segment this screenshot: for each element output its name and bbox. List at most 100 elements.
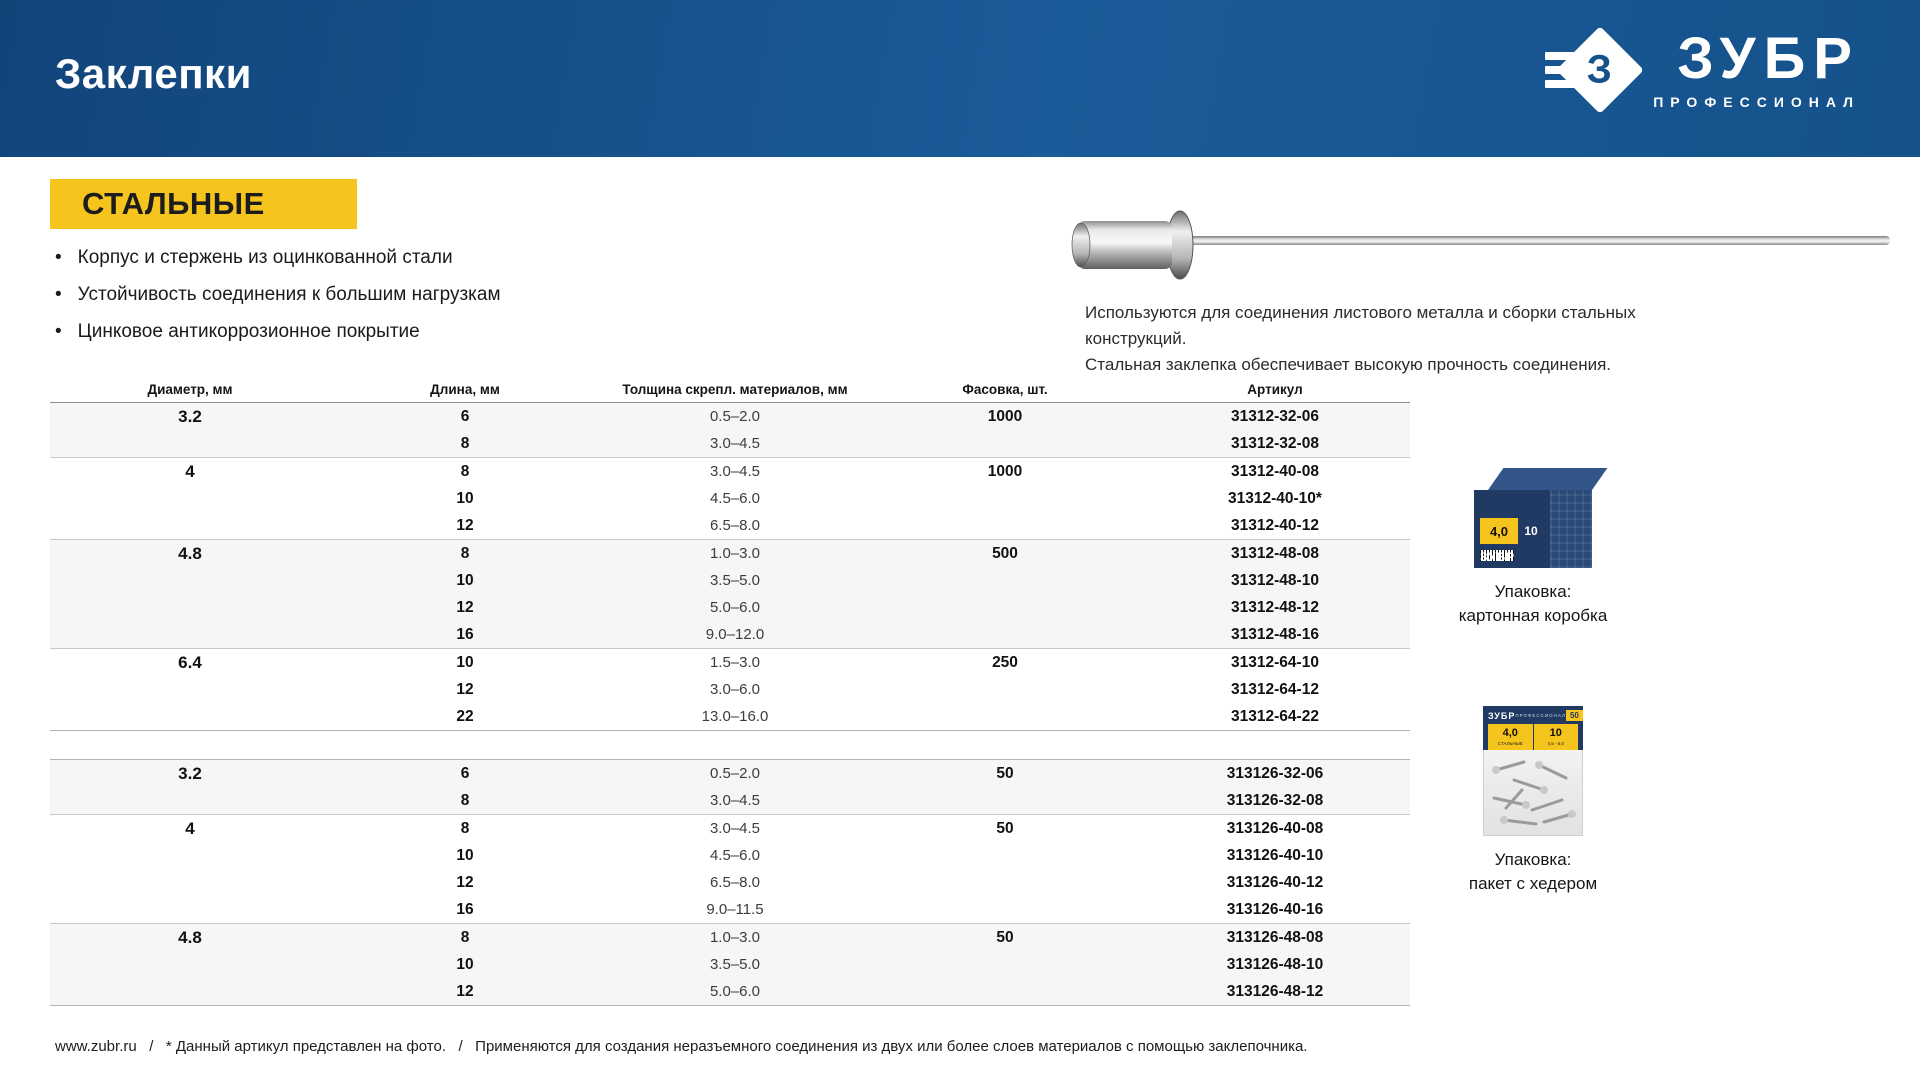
box-front-face: 4,0 10 ЗУБР <box>1474 490 1550 568</box>
feature-list: Корпус и стержень из оцинкованной стали … <box>55 246 501 357</box>
bag-qty-badge: 50 <box>1565 710 1583 721</box>
table-cell-article: 31312-40-08 <box>1231 462 1319 480</box>
table-cell-article: 313126-48-12 <box>1226 982 1324 1000</box>
table-cell-thickness: 1.0–3.0 <box>709 545 761 562</box>
box-diameter-label: 4,0 <box>1489 523 1509 539</box>
table-cell-article: 313126-40-08 <box>1226 819 1324 837</box>
brand-wordmark: ЗУБР ПРОФЕССИОНАЛ <box>1653 30 1860 111</box>
box-caption-line: Упаковка: <box>1494 582 1572 601</box>
table-cell-thickness: 3.0–4.5 <box>709 820 761 837</box>
page-title: Заклепки <box>55 50 252 97</box>
bag-header-card: ЗУБР ПРОФЕССИОНАЛ 50 4,0 СТАЛЬНЫЕ 10 4,5… <box>1483 706 1583 750</box>
table-cell-diameter: 3.2 <box>178 763 202 783</box>
brand-logo: З ЗУБР ПРОФЕССИОНАЛ <box>1545 26 1860 114</box>
table-group: 4 1000 8 3.0–4.5 31312-40-08 10 4.5–6.0 31312-4… <box>50 457 1410 539</box>
table-cell-thickness: 13.0–16.0 <box>701 708 769 725</box>
header-bar: Заклепки З ЗУБР ПРОФЕССИОНАЛ <box>0 0 1920 157</box>
column-header: Фасовка, шт. <box>962 381 1048 397</box>
table-cell-length: 8 <box>460 462 470 480</box>
table-cell-length: 12 <box>456 873 474 891</box>
table-cell-length: 10 <box>456 571 474 589</box>
table-header-row: Диаметр, мм Длина, мм Толщина скрепл. мате… <box>50 376 1410 403</box>
table-cell-length: 16 <box>456 900 474 918</box>
spec-table: Диаметр, мм Длина, мм Толщина скрепл. мате… <box>50 376 1410 1006</box>
table-cell-length: 6 <box>460 764 470 782</box>
table-cell-length: 12 <box>456 680 474 698</box>
table-cell-thickness: 3.0–4.5 <box>709 463 761 480</box>
table-cell-thickness: 3.5–5.0 <box>709 572 761 589</box>
table-cell-thickness: 9.0–11.5 <box>706 901 764 918</box>
table-cell-diameter: 3.2 <box>178 406 202 426</box>
table-cell-article: 31312-64-12 <box>1231 680 1319 698</box>
table-group: 4.8 50 8 1.0–3.0 313126-48-08 10 3.5–5.0 313126… <box>50 923 1410 1005</box>
footer-text: www.zubr.ru / * Данный артикул представл… <box>55 1038 1308 1055</box>
table-cell-length: 12 <box>456 598 474 616</box>
column-header: Толщина скрепл. материалов, мм <box>622 381 848 397</box>
box-side-face <box>1550 490 1592 568</box>
column-header: Артикул <box>1247 381 1303 397</box>
table-cell-article: 31312-40-10* <box>1228 489 1322 507</box>
table-group: 4 50 8 3.0–4.5 313126-40-08 10 4.5–6.0 313126-4… <box>50 814 1410 923</box>
table-cell-diameter: 4 <box>185 818 195 838</box>
table-cell-article: 313126-48-10 <box>1226 955 1324 973</box>
table-cell-diameter: 4.8 <box>178 927 202 947</box>
description-line: Стальная заклепка обеспечивает высокую п… <box>1085 355 1612 374</box>
table-cell-article: 31312-40-12 <box>1231 516 1319 534</box>
table-cell-length: 22 <box>456 707 474 725</box>
table-cell-article: 313126-40-12 <box>1226 873 1324 891</box>
box-size-label: 4,0 10 <box>1480 518 1544 544</box>
bag-length-label: 10 <box>1549 727 1562 739</box>
packaging-column: 4,0 10 ЗУБР Упаковка: картонная коробка … <box>1438 468 1628 896</box>
box-brand-label: ЗУБР <box>1480 550 1516 564</box>
table-cell-pack: 1000 <box>987 407 1023 425</box>
logo-stripes-icon <box>1545 52 1584 88</box>
table-cell-length: 8 <box>460 791 470 809</box>
table-cell-article: 31312-32-08 <box>1231 434 1319 452</box>
bag-tagline-label: ПРОФЕССИОНАЛ <box>1515 713 1566 718</box>
product-description: Используются для соединения листового ме… <box>1085 300 1725 378</box>
table-cell-article: 31312-48-08 <box>1231 544 1319 562</box>
box-barcode <box>1480 550 1514 561</box>
table-cell-article: 31312-32-06 <box>1231 407 1319 425</box>
table-group: 3.2 50 6 0.5–2.0 313126-32-06 8 3.0–4.5 313126-… <box>50 760 1410 814</box>
table-cell-length: 12 <box>456 982 474 1000</box>
table-cell-diameter: 4 <box>185 461 195 481</box>
bag-body <box>1483 750 1583 836</box>
bag-brand-label: ЗУБР <box>1488 710 1516 721</box>
column-header: Диаметр, мм <box>147 381 233 397</box>
bag-diameter-label: 4,0 <box>1502 727 1518 739</box>
table-cell-thickness: 5.0–6.0 <box>709 599 761 616</box>
table-cell-thickness: 3.0–4.5 <box>709 435 761 452</box>
table-cell-length: 6 <box>460 407 470 425</box>
table-cell-article: 31312-64-22 <box>1231 707 1319 725</box>
table-cell-article: 31312-64-10 <box>1231 653 1319 671</box>
table-cell-thickness: 1.0–3.0 <box>709 929 761 946</box>
package-bag-image: ЗУБР ПРОФЕССИОНАЛ 50 4,0 СТАЛЬНЫЕ 10 4,5… <box>1483 706 1583 836</box>
feature-item: Корпус и стержень из оцинкованной стали <box>55 246 501 269</box>
table-cell-thickness: 3.5–5.0 <box>709 956 761 973</box>
table-cell-article: 313126-32-08 <box>1226 791 1324 809</box>
table-cell-thickness: 9.0–12.0 <box>705 626 765 643</box>
table-cell-pack: 500 <box>992 544 1018 562</box>
bag-caption: Упаковка: пакет с хедером <box>1469 848 1597 896</box>
table-group: 3.2 1000 6 0.5–2.0 31312-32-06 8 3.0–4.5 31312-… <box>50 403 1410 457</box>
table-cell-thickness: 4.5–6.0 <box>709 847 761 864</box>
table-cell-thickness: 6.5–8.0 <box>709 874 761 891</box>
column-header: Длина, мм <box>430 381 500 397</box>
steel-badge: СТАЛЬНЫЕ <box>50 179 357 229</box>
table-cell-diameter: 4.8 <box>178 543 202 563</box>
bag-size-label: 4,0 СТАЛЬНЫЕ 10 4,5 - 6,0 <box>1488 724 1578 750</box>
table-cell-length: 10 <box>456 489 474 507</box>
table-cell-pack: 50 <box>996 764 1014 782</box>
feature-item: Цинковое антикоррозионное покрытие <box>55 320 501 343</box>
table-cell-thickness: 5.0–6.0 <box>709 983 761 1000</box>
brand-tagline: ПРОФЕССИОНАЛ <box>1653 94 1860 110</box>
table-cell-length: 8 <box>460 819 470 837</box>
table-cell-diameter: 6.4 <box>178 652 202 672</box>
package-box-image: 4,0 10 ЗУБР <box>1474 468 1608 568</box>
table-cell-thickness: 4.5–6.0 <box>709 490 761 507</box>
table-section: Диаметр, мм Длина, мм Толщина скрепл. мате… <box>50 376 1410 731</box>
table-cell-length: 10 <box>456 846 474 864</box>
table-cell-article: 31312-48-10 <box>1231 571 1319 589</box>
